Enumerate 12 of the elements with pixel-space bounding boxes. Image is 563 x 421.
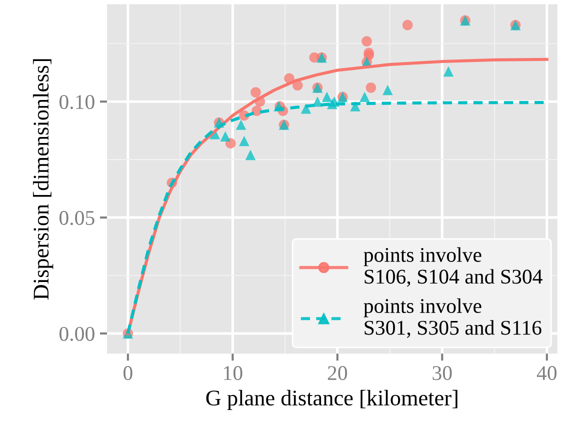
x-axis-title: G plane distance [kilometer] [206,390,458,410]
x-tick-label: 0 [124,366,132,380]
y-tick-label: 0.05 [60,210,94,226]
y-tick-label: 0.10 [60,94,94,110]
x-tick-label: 30 [432,366,452,380]
x-tick-label: 20 [328,366,348,380]
x-tick-label: 40 [536,366,557,380]
y-axis-title: Dispersion [dimensionless] [33,59,54,300]
y-tick-label: 0.00 [60,326,94,341]
legend-label: points involve S106, S104 and S304 [364,247,542,287]
legend-label: points involve S301, S305 and S116 [364,298,542,338]
x-tick-label: 10 [224,366,242,380]
